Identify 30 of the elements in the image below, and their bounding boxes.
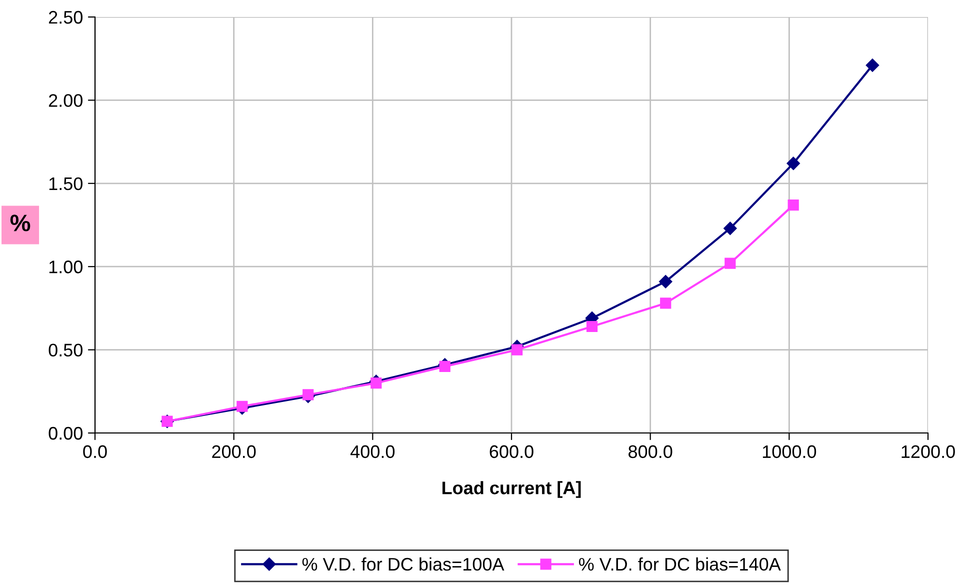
point — [302, 389, 314, 400]
x-tick-label: 0.0 — [83, 445, 107, 458]
point — [586, 320, 598, 332]
point — [439, 360, 450, 372]
x-axis-title: Load current [A] — [442, 481, 581, 498]
y-tick-label: 0.00 — [48, 426, 82, 440]
point — [724, 258, 736, 269]
point — [236, 400, 248, 412]
y-tick-label: 2.00 — [48, 94, 82, 107]
x-tick-label: 800.0 — [628, 445, 672, 458]
point — [788, 199, 799, 211]
x-tick-label: 400.0 — [350, 445, 395, 458]
y-axis-title: % — [10, 214, 30, 232]
y-tick-label: 1.00 — [49, 260, 82, 274]
point — [660, 298, 672, 309]
point — [511, 344, 523, 356]
x-tick-label: 1000.0 — [762, 445, 816, 458]
point — [370, 378, 382, 389]
y-tick-label: 0.50 — [48, 344, 82, 357]
x-tick-label: 600.0 — [490, 445, 534, 458]
legend-label: % V.D. for DC bias=140A — [578, 557, 781, 571]
legend-label: % V.D. for DC bias=100A — [302, 557, 504, 571]
x-tick-label: 1200.0 — [902, 445, 955, 458]
point — [786, 156, 800, 170]
point — [724, 222, 737, 235]
y-tick-label: 1.50 — [49, 177, 82, 190]
point — [659, 274, 672, 288]
y-tick-label: 2.50 — [48, 10, 82, 24]
x-tick-label: 200.0 — [212, 445, 256, 458]
point — [866, 58, 880, 72]
